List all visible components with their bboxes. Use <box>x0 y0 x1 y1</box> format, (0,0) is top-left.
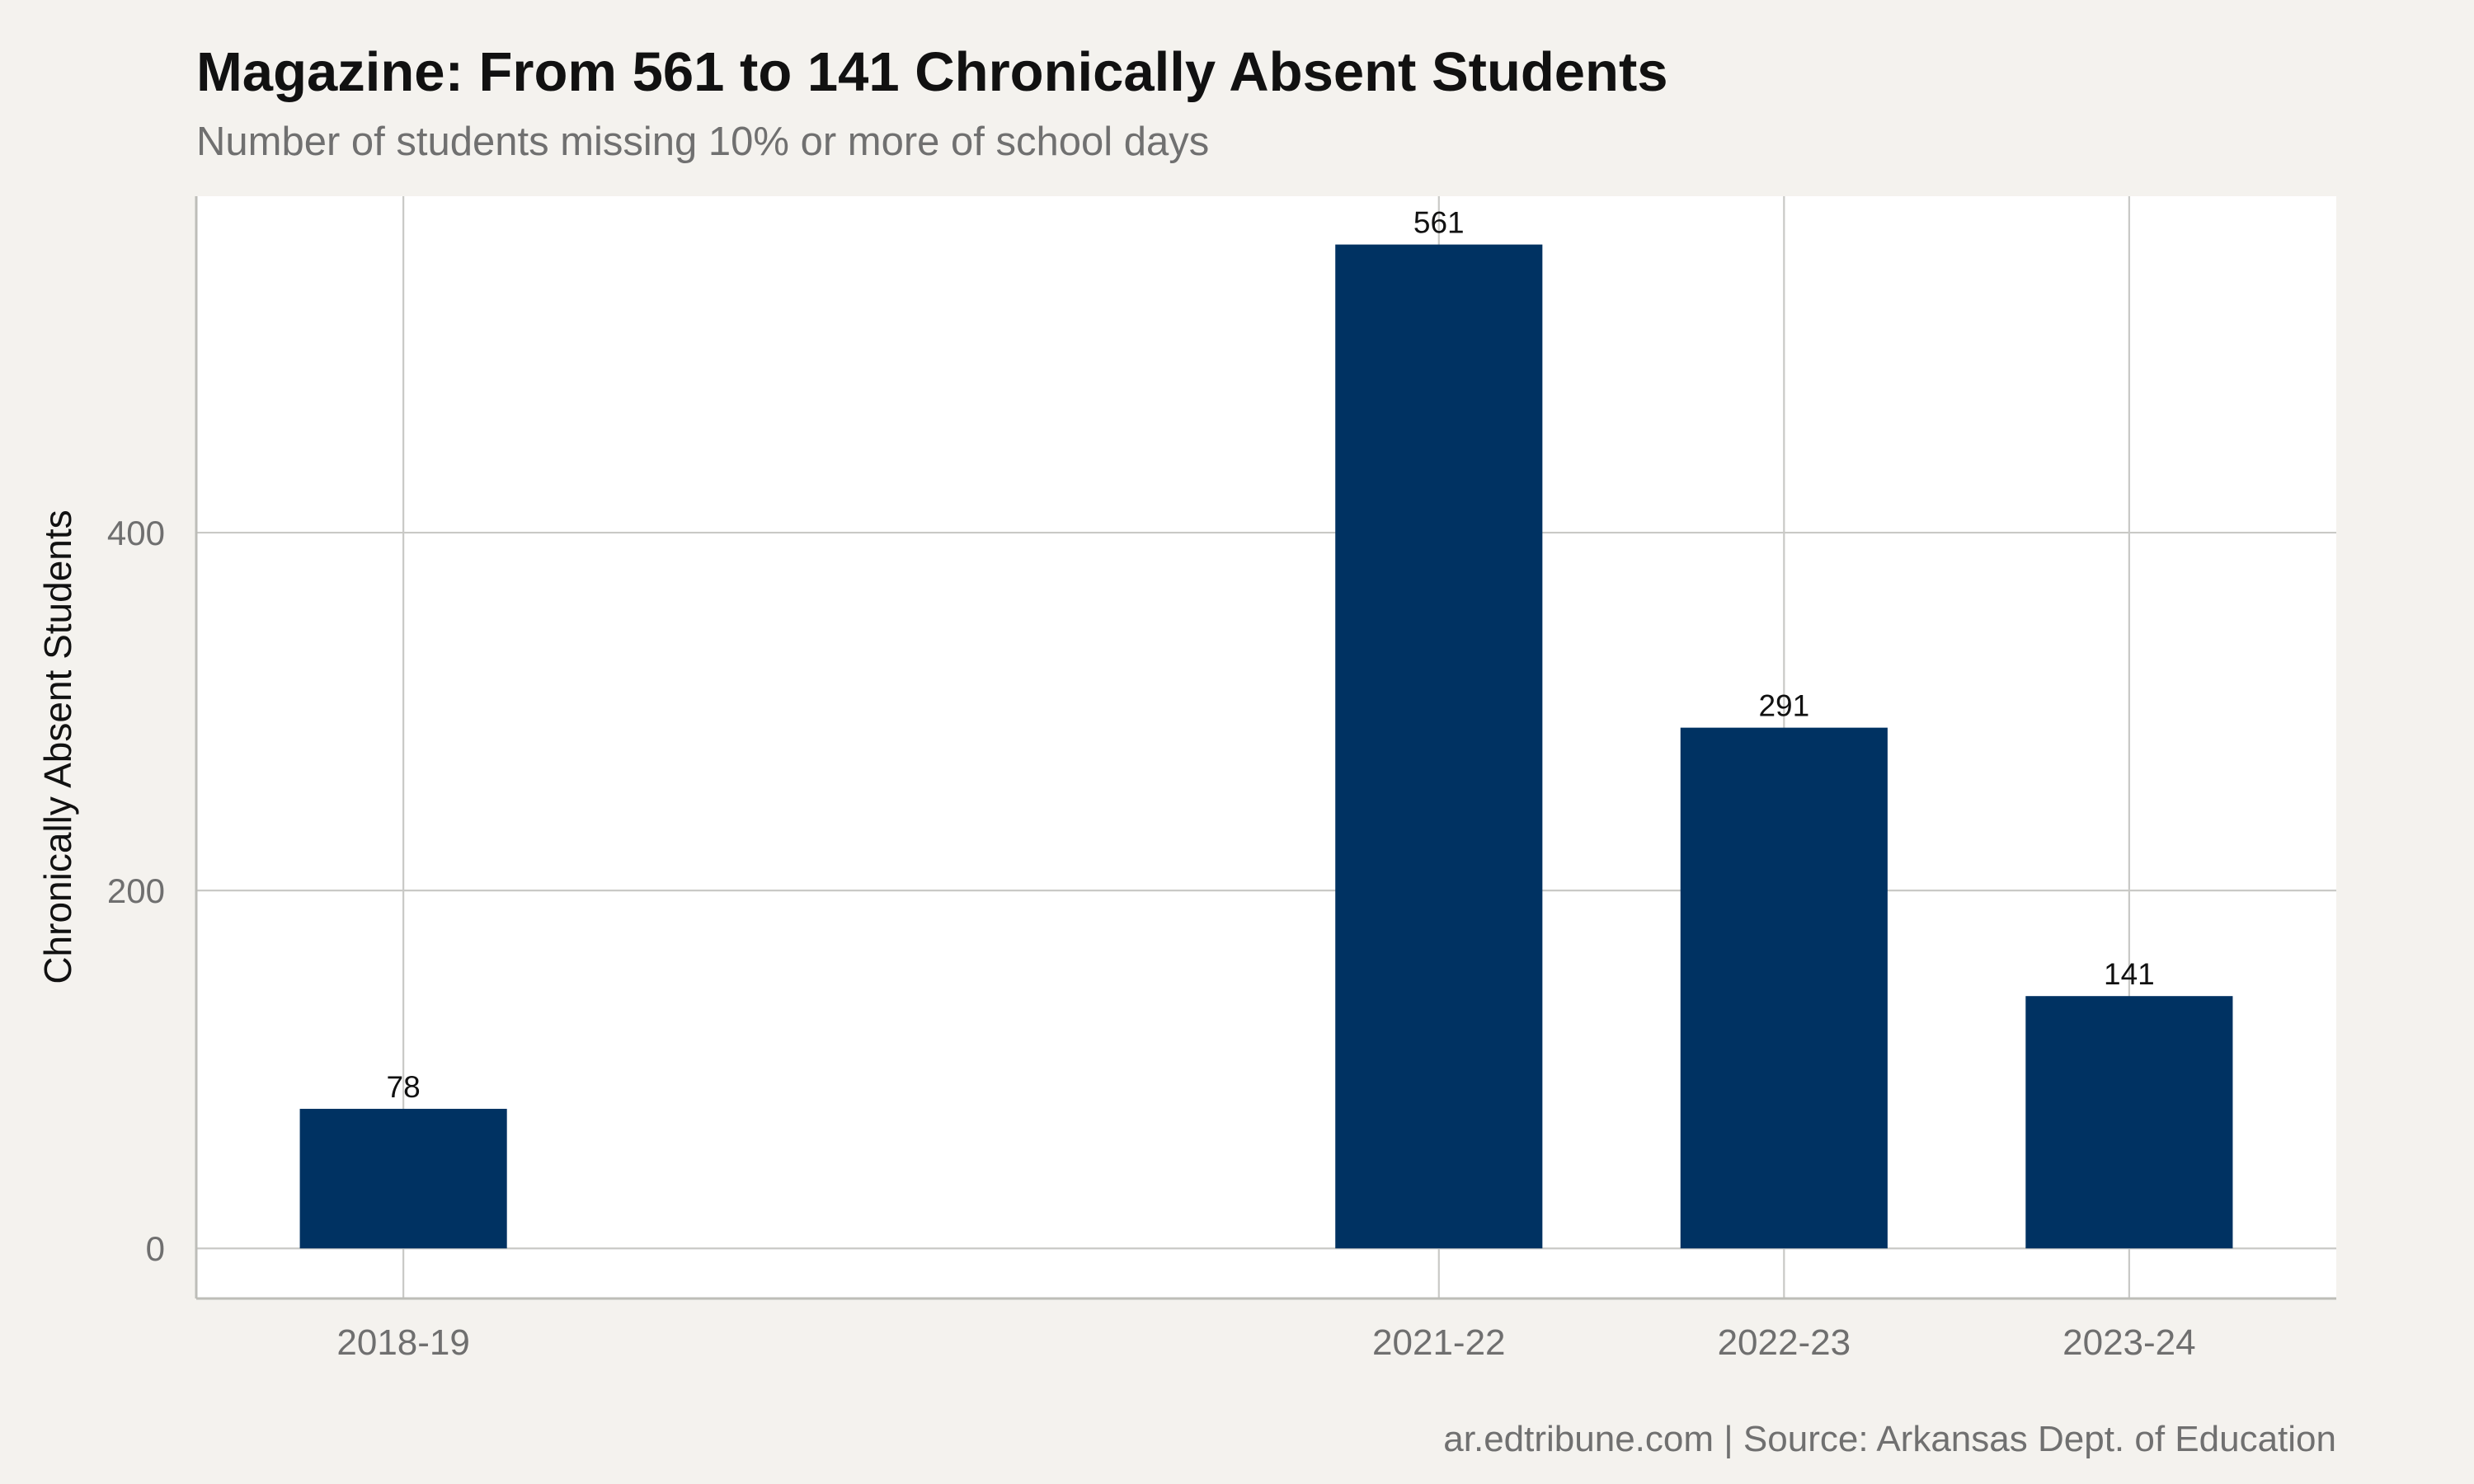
chart-title: Magazine: From 561 to 141 Chronically Ab… <box>196 41 1668 103</box>
plot-panel <box>196 196 2336 1298</box>
bar-value-label: 141 <box>2104 957 2155 991</box>
y-axis-label: Chronically Absent Students <box>36 510 79 984</box>
bar-value-label: 78 <box>387 1070 421 1104</box>
y-tick-labels: 0 200 400 <box>107 514 165 1268</box>
bars <box>299 244 2233 1249</box>
x-tick-label: 2021-22 <box>1372 1322 1505 1363</box>
x-tick-label: 2018-19 <box>336 1322 469 1363</box>
bar <box>299 1108 507 1249</box>
x-tick-labels: 2018-19 2021-22 2022-23 2023-24 <box>336 1322 2195 1363</box>
y-tick-label: 200 <box>107 871 165 910</box>
axes <box>195 196 2336 1300</box>
x-tick-label: 2022-23 <box>1718 1322 1851 1363</box>
x-tick-label: 2023-24 <box>2062 1322 2195 1363</box>
y-tick-label: 0 <box>146 1229 165 1268</box>
data-labels: 78 561 291 141 <box>387 206 2155 1104</box>
chart-subtitle: Number of students missing 10% or more o… <box>196 120 1209 164</box>
bar <box>1335 244 1543 1249</box>
y-tick-label: 400 <box>107 514 165 552</box>
chart-caption: ar.edtribune.com | Source: Arkansas Dept… <box>1443 1419 2336 1459</box>
bar <box>1680 727 1888 1249</box>
bar <box>2025 996 2233 1249</box>
bar-value-label: 561 <box>1413 206 1465 240</box>
bar-value-label: 291 <box>1758 689 1809 723</box>
